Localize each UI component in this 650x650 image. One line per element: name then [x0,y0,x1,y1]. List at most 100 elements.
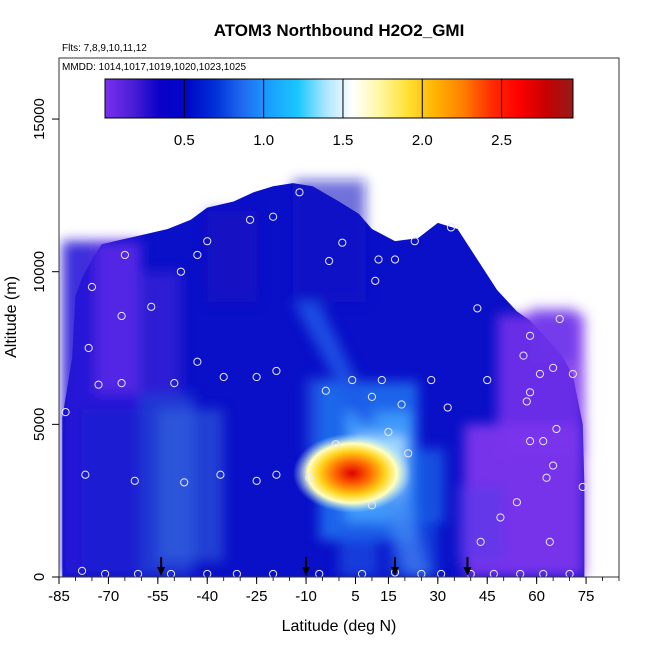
sample-point [338,238,347,247]
sample-point [117,311,126,321]
sample-point [170,379,179,388]
sample-point [315,569,324,577]
y-axis: 0 5000 10000 15000 [31,98,59,581]
sample-point [357,569,367,577]
sample-point [147,302,156,311]
y-axis-label: Altitude (m) [3,276,20,358]
sample-point [568,369,577,379]
sample-point [525,388,535,397]
sample-point [176,267,185,276]
sample-point [555,314,564,324]
plot-area [61,180,587,577]
sample-point [252,372,261,382]
sample-point [519,351,528,360]
sample-point [542,473,551,482]
profile-marker-arrow [463,567,472,576]
sample-point [252,476,261,485]
x-tick-label: 30 [429,588,446,605]
sample-point [367,501,377,510]
colorbar-tick-label: 1.0 [253,132,274,149]
sample-point [166,569,176,577]
sample-point [539,437,548,446]
sample-point [496,513,505,522]
y-tick-label: 10000 [31,251,48,293]
sample-point [232,569,241,577]
sample-point [325,256,334,266]
sample-point [331,440,340,449]
sample-point [348,375,357,385]
sample-point [101,569,110,577]
x-tick-label: 75 [578,588,595,605]
sample-point [549,363,558,372]
sample-point [117,379,126,388]
profile-marker-arrow [157,567,166,576]
sample-point [371,276,380,285]
sample-point [390,255,400,264]
x-tick-label: -40 [196,588,218,605]
sample-point [489,569,498,577]
colorbar-tick-label: 1.5 [333,132,354,149]
sample-point [84,343,93,353]
sample-point [512,498,521,507]
x-tick-label: 45 [479,588,496,605]
x-tick-label: 5 [351,588,359,605]
sample-point [552,424,561,434]
sample-point [446,223,456,232]
sample-point [87,282,97,292]
sample-point [545,537,554,546]
sample-point [133,569,143,577]
sample-point [321,386,330,395]
sample-point [374,255,383,264]
sample-point [180,478,189,487]
sample-point [565,569,574,577]
sample-point [417,569,426,577]
sample-point [473,304,482,313]
sample-point [269,569,278,577]
x-axis: -85 -70 -55 -40 -25 -10 5 15 30 45 60 75 [48,577,620,605]
x-tick-label: -70 [98,588,120,605]
sample-point [130,476,139,485]
sample-point [94,380,103,389]
sample-point [535,369,545,379]
sample-point [427,375,436,385]
sample-point [522,397,531,406]
x-tick-label: -55 [147,588,169,605]
sample-point [384,427,393,437]
sample-point [245,215,255,224]
y-tick-label: 5000 [31,408,48,441]
sample-point [272,470,281,479]
sample-point [437,569,446,577]
sample-point [272,366,281,376]
sample-point [578,482,587,492]
sample-point [404,449,413,458]
profile-markers [157,557,472,576]
sample-point [120,250,129,260]
sample-point [81,470,90,479]
x-tick-label: -25 [246,588,268,605]
sample-point [443,403,452,412]
sample-point [269,212,278,221]
flights-annotation: Flts: 7,8,9,10,11,12 [62,43,147,54]
sample-point [549,461,558,470]
sample-point [516,569,525,577]
sample-point [377,375,386,385]
sample-point [539,569,548,577]
y-tick-label: 0 [31,573,48,581]
sample-point [525,331,535,340]
chart-title: ATOM3 Northbound H2O2_GMI [214,21,465,40]
heatmap-field [62,180,585,577]
x-axis-label: Latitude (deg N) [282,618,397,635]
sample-point [77,566,87,575]
colorbar: 0.5 1.0 1.5 2.0 2.5 [104,78,574,149]
date-annotation: MMDD: 1014,1017,1019,1020,1023,1025 [62,62,246,73]
x-tick-label: 15 [380,588,397,605]
sample-point [216,470,225,479]
x-tick-label: -85 [48,588,70,605]
sample-point [193,357,202,366]
x-tick-label: -10 [295,588,317,605]
profile-marker-arrow [391,567,399,576]
x-tick-label: 60 [528,588,545,605]
sample-point [203,569,212,577]
sample-point [305,473,314,482]
